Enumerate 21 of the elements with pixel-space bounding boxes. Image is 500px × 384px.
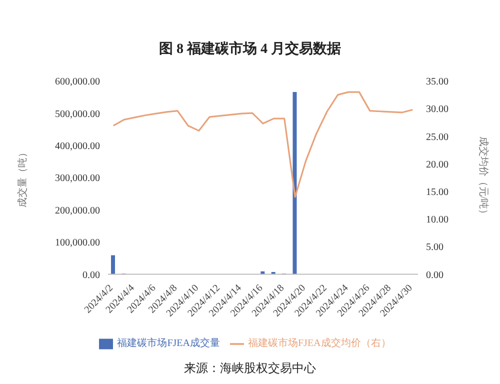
y-tick-label: 200,000.00 bbox=[55, 205, 100, 216]
y2-tick-label: 5.00 bbox=[426, 242, 444, 254]
y-axis-title: 成交量（吨） bbox=[16, 148, 29, 208]
y2-tick-label: 30.00 bbox=[426, 104, 448, 116]
y-tick-label: 500,000.00 bbox=[55, 108, 100, 120]
y2-tick-label: 0.00 bbox=[426, 270, 444, 281]
y-tick-label: 100,000.00 bbox=[55, 238, 100, 249]
chart-title: 图 8 福建碳市场 4 月交易数据 bbox=[158, 40, 342, 58]
y2-tick-label: 35.00 bbox=[426, 76, 448, 88]
y-tick-label: 300,000.00 bbox=[55, 173, 100, 184]
legend-label: 福建碳市场FJEA成交均价（右） bbox=[248, 338, 391, 350]
y-tick-label: 400,000.00 bbox=[55, 140, 100, 152]
source-note: 来源：海峡股权交易中心 bbox=[183, 360, 317, 377]
y2-tick-label: 20.00 bbox=[426, 159, 448, 170]
y2-tick-label: 15.00 bbox=[426, 187, 448, 198]
y-tick-label: 600,000.00 bbox=[55, 76, 100, 88]
y2-tick-label: 10.00 bbox=[426, 214, 448, 226]
y2-axis-title: 成交均价（元/吨） bbox=[477, 136, 490, 220]
y-tick-label: 0.00 bbox=[82, 270, 100, 281]
y2-tick-label: 25.00 bbox=[426, 132, 448, 143]
legend-label: 福建碳市场FJEA成交量 bbox=[117, 338, 220, 350]
